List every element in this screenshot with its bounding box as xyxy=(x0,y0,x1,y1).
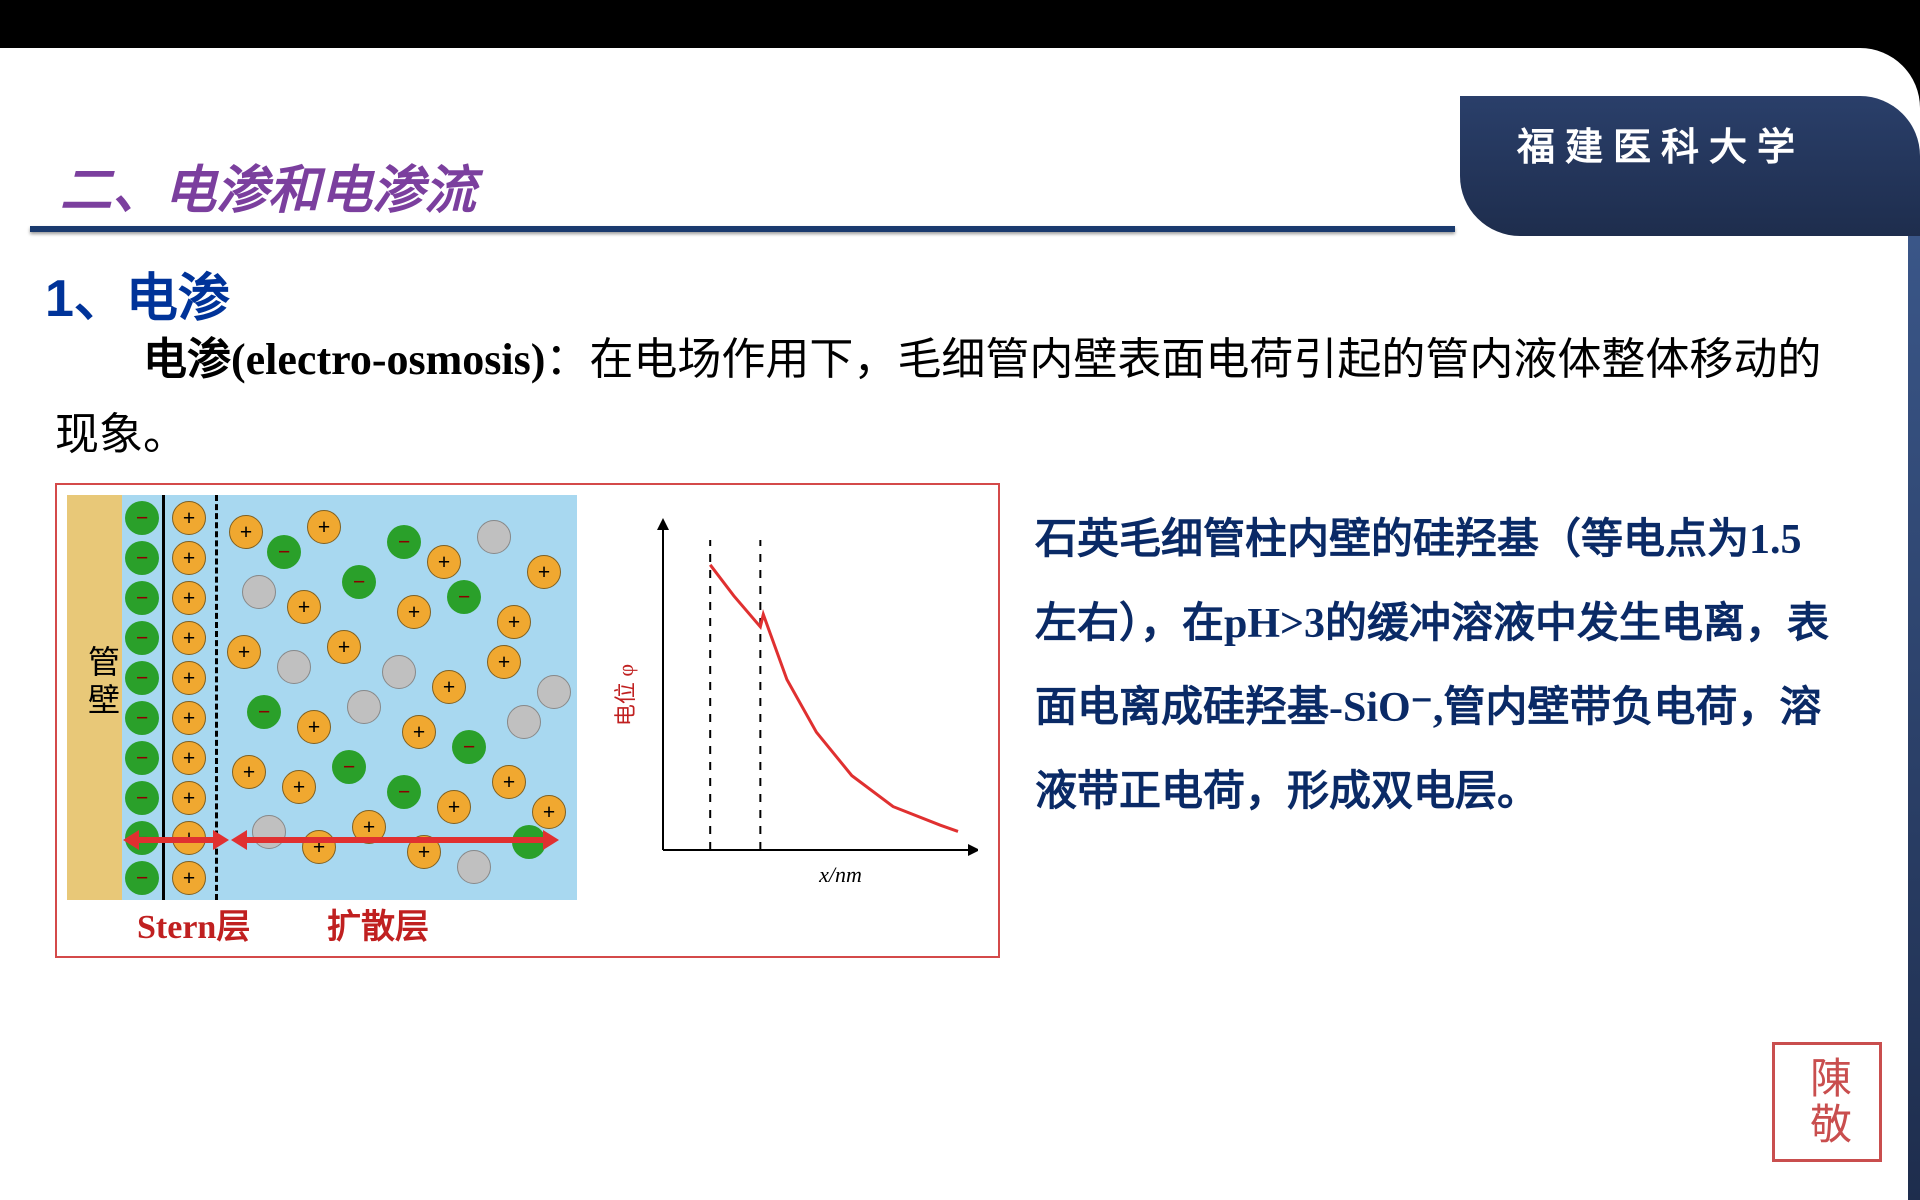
svg-text:x/nm: x/nm xyxy=(818,862,862,887)
slide-frame: 福建医科大学 二、电渗和电渗流 1、电渗 电渗(electro-osmosis)… xyxy=(0,48,1920,1200)
pos-particle xyxy=(427,545,461,579)
pos-particle xyxy=(282,770,316,804)
arrow-segment xyxy=(245,837,545,843)
neg-ion xyxy=(125,621,159,655)
stern-label: Stern层 xyxy=(137,899,250,948)
neu-particle xyxy=(457,850,491,884)
pos-particle xyxy=(432,670,466,704)
neu-particle xyxy=(382,655,416,689)
potential-chart: x/nm 电位 φ xyxy=(608,510,978,905)
pos-ion xyxy=(172,661,206,695)
pos-particle xyxy=(437,790,471,824)
neu-particle xyxy=(277,650,311,684)
neg-particle xyxy=(332,750,366,784)
layer-arrows xyxy=(129,830,569,850)
pos-ion xyxy=(172,621,206,655)
pos-ion xyxy=(172,581,206,615)
neg-ion xyxy=(125,501,159,535)
side-strip xyxy=(1908,236,1920,1200)
pos-ion xyxy=(172,541,206,575)
pos-particle xyxy=(232,755,266,789)
term-cn: 电渗 xyxy=(143,335,231,384)
pos-ion xyxy=(172,741,206,775)
svg-text:电位 φ: 电位 φ xyxy=(613,664,638,726)
section-title: 二、电渗和电渗流 xyxy=(60,148,476,223)
chart-svg: x/nm 电位 φ xyxy=(608,510,978,905)
neg-particle xyxy=(387,525,421,559)
divider xyxy=(30,226,1455,232)
neg-particle xyxy=(247,695,281,729)
pos-particle xyxy=(527,555,561,589)
neg-particle xyxy=(342,565,376,599)
pos-particle xyxy=(402,715,436,749)
neu-particle xyxy=(537,675,571,709)
arrow-head-icon xyxy=(543,830,559,850)
seal-stamp: 陳敬 xyxy=(1772,1042,1882,1162)
arrow-segment xyxy=(137,837,215,843)
pos-particle xyxy=(497,605,531,639)
neu-particle xyxy=(477,520,511,554)
pos-particle xyxy=(397,595,431,629)
pos-ion xyxy=(172,861,206,895)
pos-ion xyxy=(172,701,206,735)
neg-ion xyxy=(125,741,159,775)
neu-particle xyxy=(507,705,541,739)
neu-particle xyxy=(242,575,276,609)
neu-particle xyxy=(347,690,381,724)
term-en: (electro-osmosis) xyxy=(231,335,545,384)
figure-container: 管壁 Stern层 扩散层 x/nm 电位 φ xyxy=(55,483,1000,958)
neg-particle xyxy=(267,535,301,569)
neg-ion xyxy=(125,861,159,895)
pos-particle xyxy=(297,710,331,744)
explanation-paragraph: 石英毛细管柱内壁的硅羟基（等电点为1.5左右），在pH>3的缓冲溶液中发生电离，… xyxy=(1035,498,1840,834)
neg-ion xyxy=(125,701,159,735)
pos-particle xyxy=(229,515,263,549)
double-layer-diagram: 管壁 xyxy=(67,495,577,900)
subsection-title: 1、电渗 xyxy=(45,256,230,331)
neg-particle xyxy=(452,730,486,764)
pos-ion xyxy=(172,781,206,815)
university-name: 福建医科大学 xyxy=(1517,116,1805,171)
pos-ion xyxy=(172,501,206,535)
definition-paragraph: 电渗(electro-osmosis)：在电场作用下，毛细管内壁表面电荷引起的管… xyxy=(55,323,1835,473)
pos-particle xyxy=(532,795,566,829)
arrow-head-icon xyxy=(213,830,229,850)
neg-ion xyxy=(125,541,159,575)
pos-particle xyxy=(492,765,526,799)
neg-ion xyxy=(125,781,159,815)
pos-particle xyxy=(307,510,341,544)
pos-particle xyxy=(487,645,521,679)
wall-label: 管壁 xyxy=(79,645,125,721)
neg-ion xyxy=(125,581,159,615)
diffuse-label: 扩散层 xyxy=(327,899,429,948)
pos-particle xyxy=(327,630,361,664)
pos-particle xyxy=(287,590,321,624)
neg-particle xyxy=(387,775,421,809)
neg-particle xyxy=(447,580,481,614)
pos-particle xyxy=(227,635,261,669)
neg-ion xyxy=(125,661,159,695)
